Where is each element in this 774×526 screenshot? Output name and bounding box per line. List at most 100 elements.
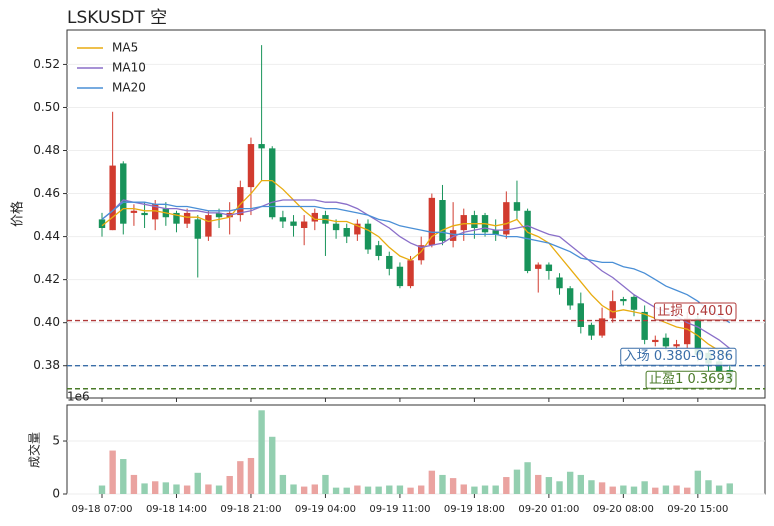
candle-body bbox=[386, 255, 393, 269]
legend-label: MA5 bbox=[112, 41, 138, 55]
candle-body bbox=[513, 202, 521, 211]
volume-bar bbox=[428, 470, 436, 494]
candle-body bbox=[205, 215, 212, 237]
candle-body bbox=[407, 260, 414, 287]
volume-bar bbox=[620, 485, 627, 494]
candle-body bbox=[258, 144, 265, 149]
volume-bar bbox=[237, 461, 244, 494]
volume-bar bbox=[98, 485, 106, 494]
candle-body bbox=[524, 210, 531, 272]
volume-bar bbox=[652, 487, 659, 494]
x-tick-label: 09-18 21:00 bbox=[220, 504, 281, 515]
volume-bar bbox=[705, 480, 712, 494]
volume-bar bbox=[332, 487, 340, 494]
volume-bar bbox=[162, 482, 170, 494]
y-tick-label: 0.52 bbox=[33, 57, 60, 71]
candle-body bbox=[673, 344, 680, 347]
x-tick-label: 09-20 01:00 bbox=[518, 504, 579, 515]
candle-body bbox=[152, 204, 159, 220]
candle-body bbox=[535, 264, 542, 269]
y-axis-label: 价格 bbox=[10, 201, 26, 227]
candle-body bbox=[471, 215, 478, 228]
level-text: 入场 0.380-0.386 bbox=[624, 349, 733, 364]
volume-bar bbox=[471, 486, 478, 494]
legend: MA5 MA10 MA20 bbox=[77, 41, 146, 95]
volume-bar bbox=[152, 481, 159, 494]
y-tick-label: 0.44 bbox=[33, 229, 60, 243]
candle-body bbox=[556, 277, 563, 289]
candle-body bbox=[98, 219, 106, 228]
volume-bar bbox=[513, 469, 521, 494]
volume-bar bbox=[556, 481, 563, 494]
legend-label: MA20 bbox=[112, 81, 146, 95]
volume-bar bbox=[577, 474, 584, 494]
candle-body bbox=[183, 212, 191, 224]
candle-body bbox=[269, 148, 276, 218]
y-tick-label: 0.38 bbox=[33, 358, 60, 372]
chart-title: LSKUSDT 空 bbox=[67, 8, 167, 28]
x-tick-label: 09-19 18:00 bbox=[444, 504, 505, 515]
volume-bar bbox=[120, 459, 127, 494]
volume-bar bbox=[258, 410, 265, 494]
y-tick-label: 0.46 bbox=[33, 186, 60, 200]
candle-body bbox=[141, 212, 148, 216]
x-tick-label: 09-20 08:00 bbox=[593, 504, 654, 515]
candle-body bbox=[545, 264, 553, 272]
volume-bar bbox=[311, 484, 318, 494]
candle-body bbox=[492, 230, 499, 235]
candle-body bbox=[418, 245, 425, 261]
volume-bar bbox=[566, 471, 574, 494]
candle-body bbox=[449, 230, 457, 241]
level-text: 止损 0.4010 bbox=[657, 304, 733, 319]
volume-bar bbox=[439, 474, 446, 494]
ma-line bbox=[101, 199, 731, 350]
volume-bar bbox=[684, 487, 691, 494]
candle-body bbox=[375, 245, 382, 256]
volume-offset: 1e6 bbox=[67, 390, 90, 404]
y-tick-label: 0.42 bbox=[33, 272, 60, 286]
candle-body bbox=[332, 223, 340, 231]
candle-body bbox=[237, 187, 244, 216]
volume-bar bbox=[194, 472, 201, 494]
volume-bar bbox=[300, 486, 308, 494]
level-label: 止盈1 0.3693 bbox=[645, 370, 737, 389]
volume-bar bbox=[598, 482, 606, 494]
volume-bar bbox=[418, 485, 425, 494]
level-box bbox=[620, 347, 737, 366]
volume-bar bbox=[386, 485, 393, 494]
volume-bar bbox=[269, 436, 276, 494]
candle-body bbox=[662, 337, 670, 347]
volume-bar bbox=[726, 483, 733, 494]
level-box bbox=[653, 302, 737, 321]
candle-body bbox=[247, 144, 255, 188]
volume-bar bbox=[396, 485, 404, 494]
volume-bar bbox=[205, 484, 212, 494]
candle-body bbox=[194, 219, 201, 239]
candle-body bbox=[652, 339, 659, 343]
candle-body bbox=[630, 296, 638, 310]
volume-bar bbox=[173, 484, 180, 494]
volume-bar bbox=[609, 486, 616, 494]
candle-body bbox=[300, 221, 308, 228]
volume-bar bbox=[343, 487, 350, 494]
volume-tick-label: 5 bbox=[52, 434, 60, 448]
volume-bar bbox=[588, 480, 595, 494]
volume-bar bbox=[492, 485, 499, 494]
volume-bar bbox=[460, 484, 467, 494]
ma-line bbox=[101, 179, 731, 358]
x-tick-label: 09-19 11:00 bbox=[369, 504, 430, 515]
x-tick-label: 09-19 04:00 bbox=[295, 504, 356, 515]
volume-bar bbox=[279, 474, 287, 494]
volume-bar bbox=[481, 485, 489, 494]
candle-body bbox=[396, 266, 404, 287]
volume-bar bbox=[290, 484, 297, 494]
volume-bar bbox=[630, 486, 638, 494]
volume-bar bbox=[694, 470, 702, 494]
volume-bar bbox=[226, 475, 233, 494]
level-text: 止盈1 0.3693 bbox=[649, 372, 733, 387]
x-tick-label: 09-18 14:00 bbox=[146, 504, 207, 515]
candle-body bbox=[439, 200, 446, 241]
volume-bar bbox=[673, 485, 680, 494]
candle-body bbox=[641, 311, 648, 340]
